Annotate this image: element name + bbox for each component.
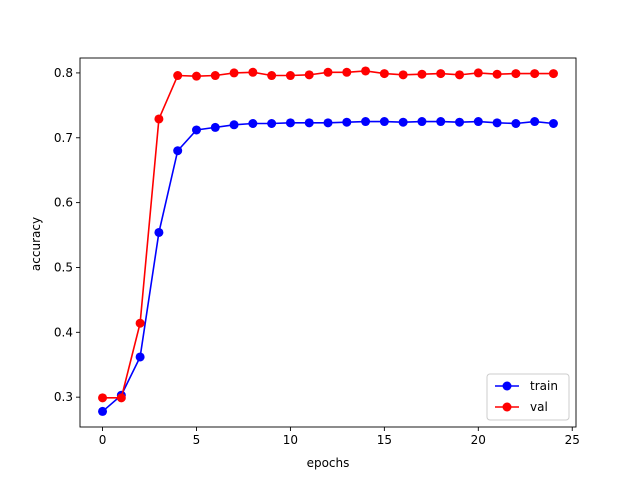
data-point-train: [248, 119, 257, 128]
data-point-train: [361, 117, 370, 126]
data-point-train: [493, 118, 502, 127]
y-tick-label: 0.6: [54, 196, 73, 210]
data-point-val: [380, 69, 389, 78]
y-tick-label: 0.4: [54, 325, 73, 339]
data-point-val: [248, 68, 257, 77]
data-point-val: [436, 69, 445, 78]
data-point-val: [474, 68, 483, 77]
data-point-val: [230, 68, 239, 77]
data-point-train: [511, 119, 520, 128]
data-point-val: [267, 71, 276, 80]
y-tick-label: 0.8: [54, 66, 73, 80]
data-point-train: [173, 146, 182, 155]
data-point-train: [305, 118, 314, 127]
data-point-train: [211, 123, 220, 132]
x-axis-label: epochs: [307, 456, 350, 470]
data-point-train: [380, 117, 389, 126]
data-point-val: [98, 393, 107, 402]
data-point-train: [98, 407, 107, 416]
data-point-train: [417, 117, 426, 126]
data-point-val: [361, 66, 370, 75]
data-point-val: [154, 114, 163, 123]
y-axis-label: accuracy: [29, 217, 43, 271]
data-point-train: [530, 117, 539, 126]
data-point-val: [117, 393, 126, 402]
series-train: [98, 117, 558, 416]
data-point-train: [286, 118, 295, 127]
data-point-train: [230, 120, 239, 129]
data-point-train: [455, 118, 464, 127]
y-tick-label: 0.7: [54, 131, 73, 145]
data-point-train: [324, 118, 333, 127]
data-point-val: [173, 71, 182, 80]
data-point-val: [324, 68, 333, 77]
data-point-val: [136, 319, 145, 328]
data-point-train: [154, 228, 163, 237]
legend-marker-train: [503, 382, 512, 391]
data-point-val: [493, 70, 502, 79]
data-point-val: [192, 72, 201, 81]
series-line-train: [103, 122, 554, 412]
data-point-train: [342, 118, 351, 127]
data-point-train: [436, 117, 445, 126]
data-point-val: [305, 70, 314, 79]
x-tick-label: 20: [471, 433, 486, 447]
series-val: [98, 66, 558, 402]
legend-marker-val: [503, 403, 512, 412]
data-point-val: [530, 69, 539, 78]
plot-frame: [80, 58, 576, 427]
x-tick-label: 10: [283, 433, 298, 447]
legend-label-train: train: [530, 379, 558, 393]
y-tick-label: 0.3: [54, 390, 73, 404]
series-layer: [98, 66, 558, 415]
data-point-train: [267, 119, 276, 128]
data-point-train: [136, 352, 145, 361]
data-point-val: [549, 69, 558, 78]
legend: train val: [487, 374, 569, 420]
y-tick-label: 0.5: [54, 260, 73, 274]
x-tick-label: 25: [565, 433, 580, 447]
legend-label-val: val: [530, 400, 548, 414]
data-point-val: [417, 70, 426, 79]
data-point-train: [192, 125, 201, 134]
data-point-train: [399, 118, 408, 127]
data-point-val: [286, 71, 295, 80]
data-point-val: [399, 70, 408, 79]
data-point-val: [342, 68, 351, 77]
data-point-val: [455, 70, 464, 79]
x-tick-label: 0: [99, 433, 107, 447]
data-point-val: [211, 71, 220, 80]
data-point-val: [511, 69, 520, 78]
x-tick-label: 15: [377, 433, 392, 447]
data-point-train: [549, 119, 558, 128]
data-point-train: [474, 117, 483, 126]
x-tick-label: 5: [193, 433, 201, 447]
